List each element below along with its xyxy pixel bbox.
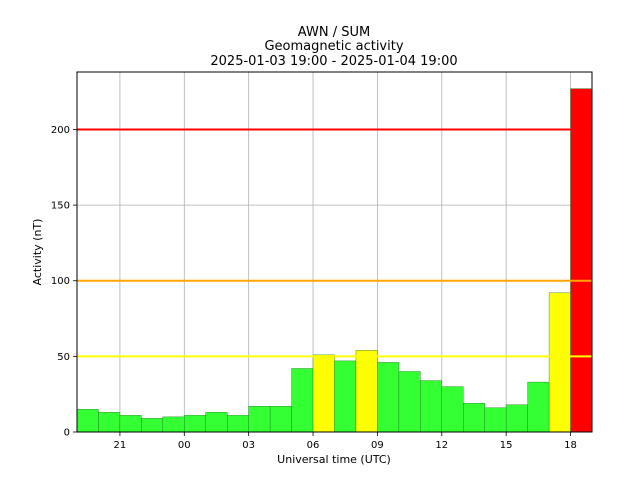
bar (377, 362, 400, 433)
bar (334, 360, 357, 433)
plot-frame (76, 71, 593, 433)
bars (76, 88, 593, 433)
chart-subtitle: Geomagnetic activity (264, 39, 403, 54)
chart-title: AWN / SUM (298, 25, 370, 40)
y-axis-label: Activity (nT) (31, 219, 44, 286)
bar (205, 412, 228, 433)
bar (420, 380, 442, 433)
y-tick-label: 0 (64, 428, 70, 439)
x-tick-label: 15 (500, 440, 513, 451)
bar (570, 88, 593, 433)
x-tick-label: 09 (371, 440, 384, 451)
bar (76, 409, 99, 433)
axes: 21 00 03 06 09 12 15 18 0 50 100 150 200 (51, 71, 593, 451)
x-tick-label: 18 (564, 440, 577, 451)
bar (463, 403, 485, 433)
x-tick-label: 21 (114, 440, 127, 451)
bar (184, 415, 206, 433)
y-tick-label: 50 (57, 352, 70, 363)
x-axis-label: Universal time (UTC) (277, 453, 391, 466)
bar (119, 415, 142, 433)
bar (505, 404, 528, 433)
bar (248, 406, 271, 433)
y-tick-label: 150 (51, 201, 70, 212)
bar (98, 412, 121, 433)
x-tick-label: 12 (435, 440, 448, 451)
bar (398, 371, 421, 433)
bar (291, 368, 314, 433)
x-tick-label: 03 (242, 440, 255, 451)
x-tick-label: 06 (307, 440, 320, 451)
y-tick-label: 200 (51, 125, 70, 136)
bar (355, 350, 378, 433)
bar (162, 416, 185, 433)
bar (527, 381, 550, 433)
bar (548, 292, 571, 433)
bar (269, 406, 292, 433)
bar (141, 418, 164, 433)
y-tick-label: 100 (51, 276, 70, 287)
bar (441, 386, 464, 433)
bar (484, 407, 507, 433)
chart-period: 2025-01-03 19:00 - 2025-01-04 19:00 (210, 54, 457, 69)
bar (312, 354, 335, 433)
x-tick-label: 00 (178, 440, 191, 451)
threshold-lines (77, 128, 592, 358)
bar (227, 415, 249, 433)
